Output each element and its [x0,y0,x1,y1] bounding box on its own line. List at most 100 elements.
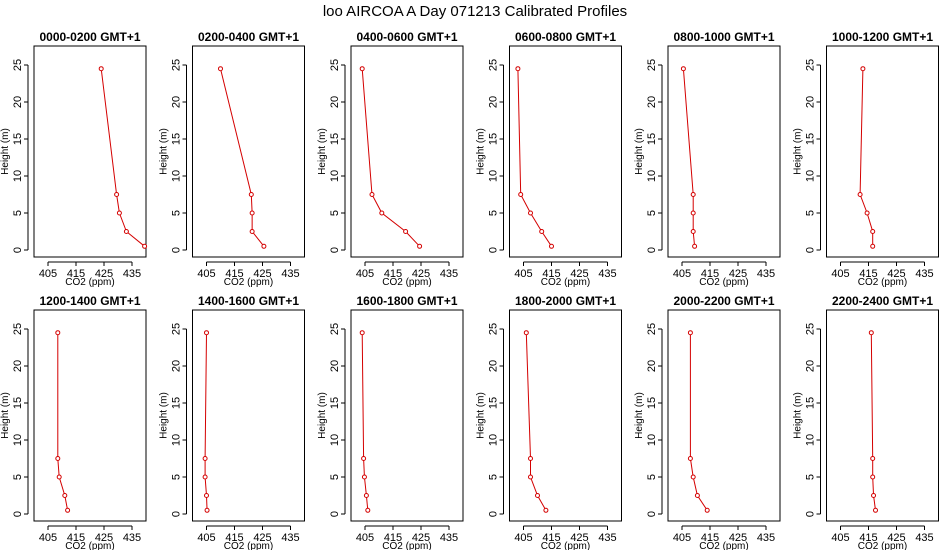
data-point [363,493,369,498]
y-tick-label: 0 [646,511,658,517]
y-axis-label: Height (m) [0,128,11,175]
x-axis-label: CO2 (ppm) [699,541,748,550]
x-tick-label: 415 [67,268,85,280]
x-tick-label: 415 [542,532,560,544]
y-tick-label: 15 [12,397,24,409]
profile-line [870,332,876,511]
y-tick-label: 5 [329,474,341,480]
y-tick-label: 5 [805,210,817,216]
x-tick-label: 435 [281,268,299,280]
panel-title: 1200-1400 GMT+1 [39,294,140,308]
x-tick-label: 405 [39,532,57,544]
panel-title: 1000-1200 GMT+1 [832,30,933,44]
x-axis-label: CO2 (ppm) [65,541,114,550]
plot-frame [192,309,305,522]
x-tick-label: 425 [95,532,113,544]
x-tick-label: 425 [95,268,113,280]
x-tick-label: 425 [570,532,588,544]
y-tick-label: 25 [646,59,658,71]
data-point [369,192,375,197]
y-tick-label: 15 [805,397,817,409]
data-point [687,456,693,461]
data-point [873,507,878,513]
x-tick-label: 405 [39,268,57,280]
x-tick-label: 425 [887,532,905,544]
x-tick-label: 405 [356,532,374,544]
profile-panel: 1800-2000 GMT+1 0 5 10 15 20 25 405 415 425 435 CO2… [476,294,622,550]
x-tick-label: 425 [253,532,271,544]
x-tick-label: 425 [412,532,430,544]
y-tick-label: 5 [646,474,658,480]
x-tick-label: 435 [123,268,141,280]
x-tick-label: 405 [514,532,532,544]
x-axis-label: CO2 (ppm) [224,277,273,288]
y-tick-label: 10 [646,170,658,182]
data-point [868,330,874,336]
x-tick-label: 425 [729,532,747,544]
y-axis-label: Height (m) [793,392,804,439]
data-point [65,507,71,513]
x-tick-label: 405 [197,268,215,280]
plot-frame [509,45,622,258]
x-axis-label: CO2 (ppm) [858,277,907,288]
y-tick-label: 20 [805,360,817,372]
data-point [870,243,876,249]
x-tick-label: 415 [225,268,243,280]
y-tick-label: 25 [12,59,24,71]
y-tick-label: 0 [805,247,817,253]
data-point [359,330,365,336]
data-point [870,456,876,461]
y-axis-label: Height (m) [317,392,328,439]
data-point [114,192,120,197]
x-axis-label: CO2 (ppm) [858,541,907,550]
x-tick-label: 435 [281,532,299,544]
y-axis-label: Height (m) [634,128,645,175]
profile-line [517,68,552,247]
y-tick-label: 25 [646,323,658,335]
x-tick-label: 425 [729,268,747,280]
y-tick-label: 15 [646,397,658,409]
y-tick-label: 5 [488,210,500,216]
y-tick-label: 10 [329,434,341,446]
y-tick-label: 10 [12,434,24,446]
data-point [680,66,686,72]
y-tick-label: 0 [329,511,341,517]
data-point [379,210,385,216]
y-tick-label: 20 [329,360,341,372]
y-tick-label: 15 [488,133,500,145]
y-tick-label: 15 [488,397,500,409]
y-tick-label: 20 [171,360,183,372]
x-tick-label: 405 [673,532,691,544]
x-tick-label: 435 [757,532,775,544]
data-point [692,243,698,249]
panel-title: 0600-0800 GMT+1 [515,30,616,44]
profile-panel: 0400-0600 GMT+1 0 5 10 15 20 25 405 415 425 435 CO2… [317,30,464,288]
plot-frame [826,309,939,522]
y-tick-label: 25 [488,59,500,71]
y-tick-label: 20 [171,96,183,108]
data-point [690,229,696,234]
profile-line [682,68,696,247]
profile-panel: 0600-0800 GMT+1 0 5 10 15 20 25 405 415 425 435 CO2… [476,30,622,288]
y-tick-label: 10 [488,170,500,182]
data-point [549,243,554,249]
panel-title: 2200-2400 GMT+1 [832,294,933,308]
data-point [417,243,423,249]
x-tick-label: 415 [859,532,877,544]
y-tick-label: 25 [12,323,24,335]
y-tick-label: 0 [488,511,500,517]
panel-grid: 0000-0200 GMT+1 0 5 10 15 20 25 405 415 425 435 CO2… [0,30,939,550]
data-point [116,210,122,216]
y-tick-label: 20 [12,96,24,108]
x-axis-label: CO2 (ppm) [699,277,748,288]
y-tick-label: 5 [171,474,183,480]
data-point [528,456,533,461]
data-point [261,243,267,249]
y-tick-label: 25 [488,323,500,335]
profile-panel: 2000-2200 GMT+1 0 5 10 15 20 25 405 415 425 435 CO2… [634,294,781,550]
y-axis-label: Height (m) [317,128,328,175]
profile-line [204,332,208,511]
y-tick-label: 10 [805,170,817,182]
y-tick-label: 20 [12,360,24,372]
y-tick-label: 15 [329,133,341,145]
